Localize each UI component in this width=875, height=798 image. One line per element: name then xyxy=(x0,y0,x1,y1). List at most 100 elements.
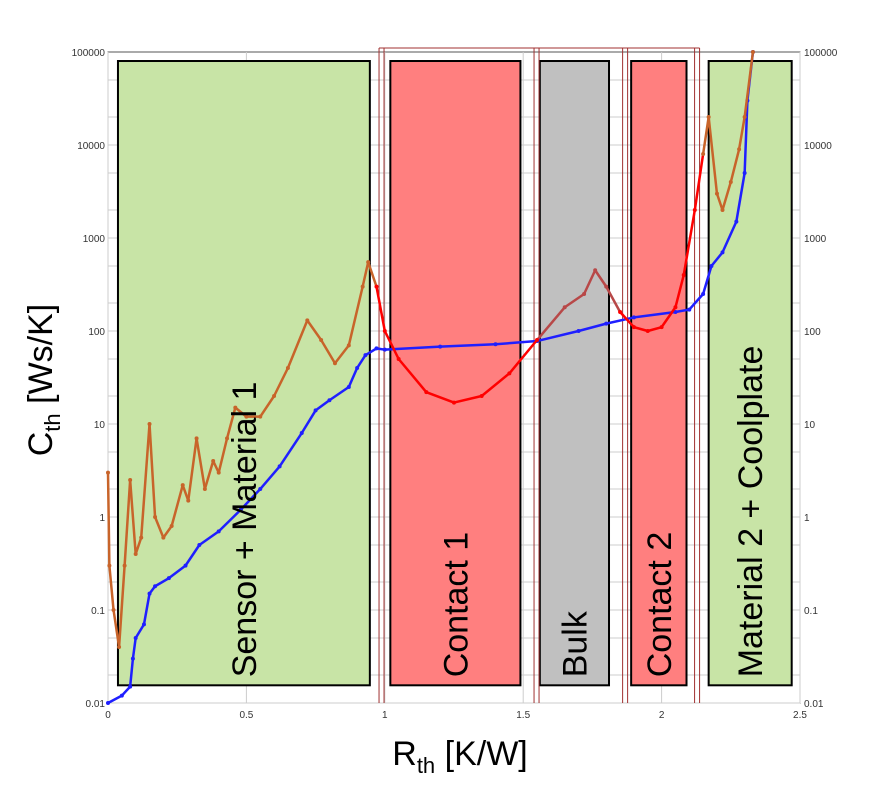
differential-segment xyxy=(508,338,539,375)
cumulative-segment xyxy=(217,508,243,533)
region-label-2: Bulk xyxy=(556,610,594,677)
differential-point xyxy=(507,371,512,376)
cumulative-segment xyxy=(494,339,539,346)
x-tick-label: 0 xyxy=(105,710,111,721)
differential-segment xyxy=(361,260,370,288)
y-axis-label: Cth [Ws/K] xyxy=(22,304,65,456)
differential-point xyxy=(106,470,110,475)
differential-point xyxy=(535,338,540,343)
cumulative-point xyxy=(709,263,714,268)
y-tick-label-right: 0.1 xyxy=(804,606,818,617)
differential-point xyxy=(673,305,678,310)
differential-segment xyxy=(319,338,337,365)
differential-point xyxy=(225,436,230,441)
cumulative-segment xyxy=(328,385,351,402)
y-tick-label: 1 xyxy=(99,513,105,524)
cumulative-point xyxy=(183,563,188,568)
cumulative-segment xyxy=(184,543,201,567)
y-tick-label: 100000 xyxy=(72,48,106,59)
cumulative-segment xyxy=(701,264,713,296)
differential-segment xyxy=(674,273,685,309)
y-tick-label-right: 10000 xyxy=(804,141,832,152)
cumulative-segment xyxy=(128,657,135,688)
x-tick-label: 1 xyxy=(382,710,388,721)
differential-point xyxy=(169,524,174,529)
differential-segment xyxy=(128,478,137,556)
region-box-4 xyxy=(707,60,793,687)
cumulative-segment xyxy=(347,366,359,389)
differential-segment xyxy=(375,285,387,333)
differential-point xyxy=(305,318,310,323)
differential-segment xyxy=(134,536,143,556)
cumulative-segment xyxy=(134,623,146,640)
region-box-2 xyxy=(538,60,611,687)
y-tick-label-right: 100000 xyxy=(804,48,838,59)
cumulative-point xyxy=(742,170,747,175)
differential-segment xyxy=(181,483,190,502)
differential-point xyxy=(133,552,138,557)
cumulative-point xyxy=(327,398,332,403)
differential-segment xyxy=(701,115,710,156)
cumulative-segment xyxy=(364,347,378,357)
cumulative-segment xyxy=(721,220,738,254)
differential-segment xyxy=(646,325,663,333)
differential-segment xyxy=(195,437,207,491)
differential-point xyxy=(692,208,697,213)
differential-point xyxy=(479,394,484,399)
y-tick-label: 0.01 xyxy=(86,699,106,710)
y-tick-label-right: 1000 xyxy=(804,234,827,245)
differential-point xyxy=(216,470,221,475)
cumulative-segment xyxy=(535,329,580,343)
differential-segment xyxy=(604,285,622,314)
differential-segment xyxy=(632,325,650,333)
cumulative-point xyxy=(128,684,133,689)
differential-segment xyxy=(721,180,733,212)
differential-segment xyxy=(139,422,151,539)
differential-point xyxy=(582,291,587,296)
differential-point xyxy=(233,405,238,410)
cumulative-point xyxy=(147,591,152,596)
differential-point xyxy=(346,343,351,348)
differential-point xyxy=(111,608,116,612)
differential-point xyxy=(360,284,365,289)
differential-segment xyxy=(715,192,724,212)
cumulative-point xyxy=(631,315,636,320)
cumulative-segment xyxy=(674,308,691,314)
differential-segment xyxy=(618,310,636,329)
y-tick-label-right: 0.01 xyxy=(804,699,824,710)
differential-segment xyxy=(693,152,705,212)
differential-segment xyxy=(593,269,608,288)
x-tick-label: 2 xyxy=(659,710,665,721)
differential-point xyxy=(139,535,144,540)
differential-point xyxy=(211,459,216,464)
cumulative-segment xyxy=(258,465,281,491)
differential-segment xyxy=(563,292,586,309)
differential-segment xyxy=(383,329,400,361)
cumulative-segment xyxy=(167,564,187,580)
differential-segment xyxy=(729,148,741,184)
cumulative-point xyxy=(153,584,158,589)
cumulative-point xyxy=(374,346,379,351)
differential-point xyxy=(194,436,199,441)
differential-point xyxy=(122,563,127,568)
x-axis-label: Rth [K/W] xyxy=(392,735,527,778)
differential-point xyxy=(147,422,152,426)
cumulative-segment xyxy=(735,171,746,223)
differential-segment xyxy=(217,437,229,474)
differential-segment xyxy=(682,208,697,277)
cumulative-segment xyxy=(314,399,331,412)
differential-segment xyxy=(582,269,597,296)
region-label-0: Sensor + Material 1 xyxy=(226,382,264,678)
region-label-4: Material 2 + Coolplate xyxy=(732,346,770,678)
differential-segment xyxy=(148,422,157,519)
differential-point xyxy=(701,152,706,157)
cumulative-point xyxy=(258,487,263,492)
cumulative-point xyxy=(166,576,171,581)
differential-point xyxy=(659,325,664,330)
differential-segment xyxy=(707,115,719,195)
differential-point xyxy=(750,50,755,54)
differential-point xyxy=(681,273,686,278)
y-tick-label: 0.1 xyxy=(91,606,105,617)
cumulative-point xyxy=(493,342,498,347)
differential-segment xyxy=(366,260,378,288)
